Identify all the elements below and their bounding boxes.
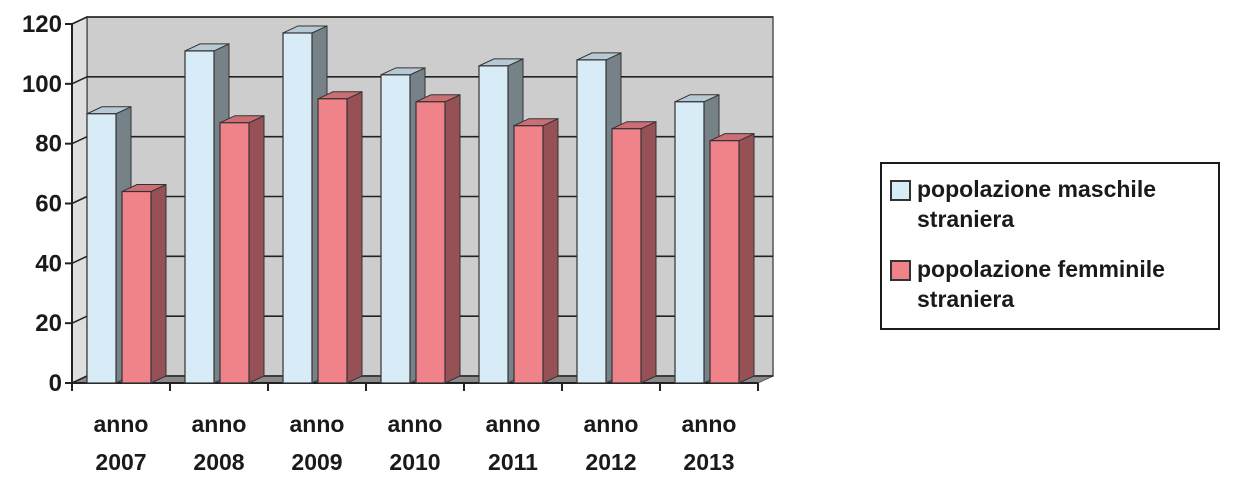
- bar-front-face: [478, 65, 509, 384]
- x-category-label: 2009: [291, 449, 342, 475]
- bar-front-face: [674, 101, 705, 384]
- legend-label-male-line-1: popolazione maschile: [917, 176, 1156, 202]
- bar-female-6: [709, 132, 755, 384]
- bar-female-0: [121, 183, 167, 384]
- legend-item-male: popolazione maschile straniera: [890, 174, 1216, 234]
- bar-female-1: [219, 114, 265, 384]
- gridline-side-80: [71, 135, 88, 145]
- bar-front-face: [317, 98, 348, 384]
- bar-front-face: [282, 32, 313, 384]
- bar-front-face: [709, 140, 740, 384]
- x-category-label: 2013: [683, 449, 734, 475]
- y-tick-label: 40: [35, 250, 62, 277]
- y-tick-label: 80: [35, 131, 62, 158]
- bar-female-4: [513, 117, 559, 384]
- bar-female-5: [611, 120, 657, 384]
- legend-swatch-female: [890, 260, 911, 281]
- gridline-side-0: [71, 375, 88, 384]
- legend-label-female: popolazione femminile straniera: [917, 254, 1165, 314]
- gridline-side-120: [71, 16, 88, 25]
- gridline-side-100: [71, 76, 88, 85]
- x-category-label: anno: [94, 411, 149, 437]
- y-tick-label: 120: [22, 11, 62, 38]
- x-category-label: anno: [584, 411, 639, 437]
- x-category-label: 2012: [585, 449, 636, 475]
- y-tick-label: 0: [49, 370, 62, 397]
- y-tick-label: 20: [35, 310, 62, 337]
- bar-front-face: [576, 59, 607, 384]
- gridline-side-40: [71, 255, 88, 265]
- bar-front-face: [219, 122, 250, 384]
- legend-label-female-line-1: popolazione femminile: [917, 256, 1165, 282]
- bar-side-face: [640, 120, 657, 384]
- x-category-label: anno: [682, 411, 737, 437]
- legend-item-female: popolazione femminile straniera: [890, 254, 1216, 314]
- y-tick-label: 60: [35, 191, 62, 218]
- bar-side-face: [542, 117, 559, 384]
- bar-side-face: [444, 93, 461, 384]
- bar-female-3: [415, 93, 461, 384]
- gridline-side-60: [71, 195, 88, 205]
- bar-front-face: [121, 190, 152, 384]
- legend-label-female-line-2: straniera: [917, 286, 1015, 312]
- legend-label-male-line-2: straniera: [917, 206, 1015, 232]
- bar-front-face: [513, 125, 544, 384]
- legend-swatch-male: [890, 180, 911, 201]
- bar-female-2: [317, 91, 363, 384]
- x-category-label: anno: [388, 411, 443, 437]
- x-category-label: 2010: [389, 449, 440, 475]
- bar-side-face: [150, 183, 167, 384]
- bar-side-face: [248, 114, 265, 384]
- x-category-label: anno: [486, 411, 541, 437]
- bar-side-face: [346, 91, 363, 384]
- bar-front-face: [415, 101, 446, 384]
- x-category-label: 2007: [95, 449, 146, 475]
- bar-front-face: [184, 50, 215, 384]
- gridline-side-20: [71, 315, 88, 324]
- legend-label-male: popolazione maschile straniera: [917, 174, 1156, 234]
- y-tick-label: 100: [22, 71, 62, 98]
- bar-front-face: [380, 74, 411, 384]
- x-category-label: anno: [192, 411, 247, 437]
- x-category-label: 2008: [193, 449, 244, 475]
- x-category-label: anno: [290, 411, 345, 437]
- bar-front-face: [611, 128, 642, 384]
- x-category-label: 2011: [488, 449, 538, 475]
- bar-side-face: [738, 132, 755, 384]
- bar-front-face: [86, 113, 117, 384]
- legend: popolazione maschile straniera popolazio…: [880, 162, 1220, 330]
